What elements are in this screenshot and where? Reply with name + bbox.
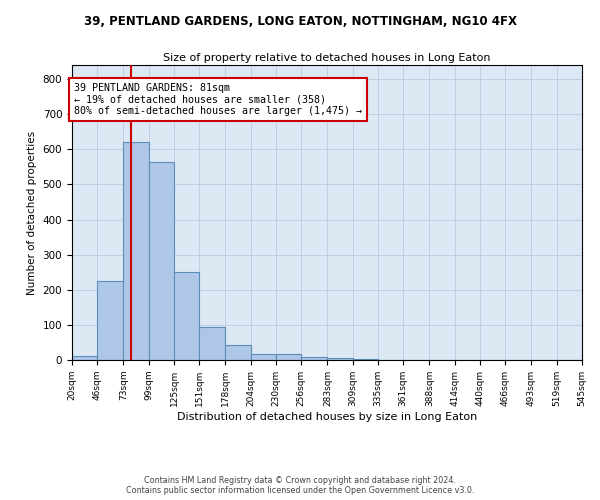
Title: Size of property relative to detached houses in Long Eaton: Size of property relative to detached ho…	[163, 53, 491, 63]
Bar	[276, 354, 301, 360]
Bar	[301, 357, 328, 360]
Text: Contains HM Land Registry data © Crown copyright and database right 2024.
Contai: Contains HM Land Registry data © Crown c…	[126, 476, 474, 495]
Bar	[251, 354, 276, 360]
Bar	[226, 345, 251, 360]
Bar	[328, 358, 353, 360]
Bar	[124, 142, 149, 360]
X-axis label: Distribution of detached houses by size in Long Eaton: Distribution of detached houses by size …	[177, 412, 477, 422]
Text: 39 PENTLAND GARDENS: 81sqm
← 19% of detached houses are smaller (358)
80% of sem: 39 PENTLAND GARDENS: 81sqm ← 19% of deta…	[74, 82, 362, 116]
Y-axis label: Number of detached properties: Number of detached properties	[27, 130, 37, 294]
Bar	[149, 162, 174, 360]
Bar	[97, 281, 124, 360]
Bar	[199, 326, 226, 360]
Bar	[174, 272, 199, 360]
Bar	[72, 356, 97, 360]
Text: 39, PENTLAND GARDENS, LONG EATON, NOTTINGHAM, NG10 4FX: 39, PENTLAND GARDENS, LONG EATON, NOTTIN…	[83, 15, 517, 28]
